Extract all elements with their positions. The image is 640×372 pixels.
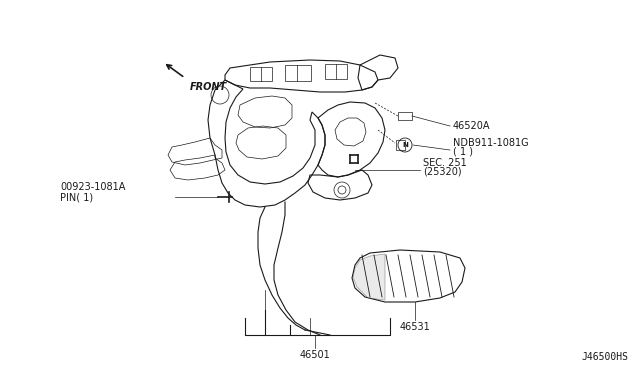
Text: (25320): (25320): [423, 167, 461, 177]
Text: 46531: 46531: [399, 322, 430, 332]
Bar: [250, 67, 272, 81]
Text: PIN( 1): PIN( 1): [60, 192, 93, 202]
Bar: [285, 65, 311, 81]
Text: NDB911-1081G: NDB911-1081G: [453, 138, 529, 148]
Text: 46520A: 46520A: [453, 121, 490, 131]
Text: 00923-1081A: 00923-1081A: [60, 182, 125, 192]
Text: SEC. 251: SEC. 251: [423, 158, 467, 168]
Text: J46500HS: J46500HS: [581, 352, 628, 362]
Polygon shape: [353, 254, 385, 300]
Bar: [325, 64, 347, 79]
Text: ( 1 ): ( 1 ): [453, 147, 473, 157]
Text: N: N: [402, 142, 408, 148]
Bar: [398, 112, 412, 120]
Text: 46501: 46501: [300, 350, 330, 360]
Bar: [396, 140, 405, 150]
Text: FRONT: FRONT: [190, 82, 227, 92]
